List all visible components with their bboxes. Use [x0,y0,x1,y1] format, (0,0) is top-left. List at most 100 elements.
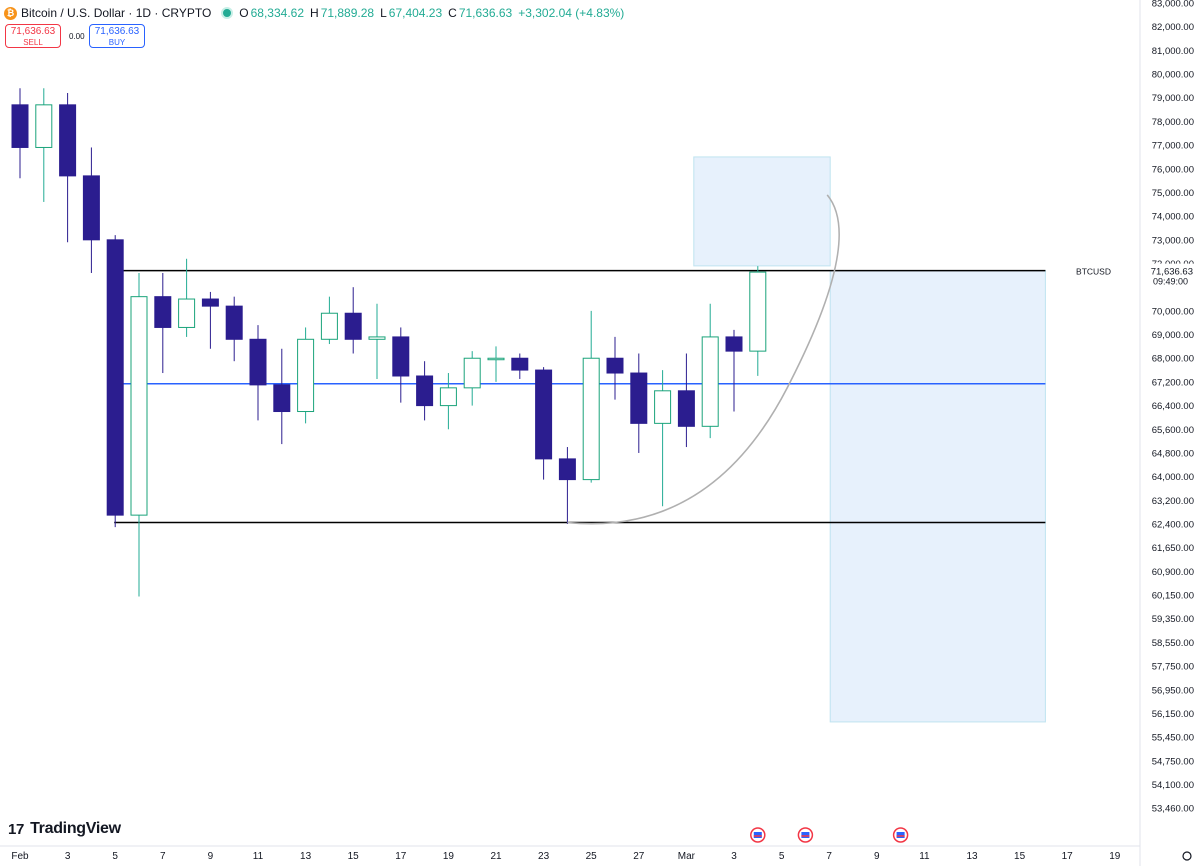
price-tag-bg [1141,263,1200,288]
sell-label: SELL [23,38,43,47]
economic-event-icon-flag [801,832,810,838]
candle-body [225,305,243,340]
price-axis-label: 60,900.00 [1152,567,1194,578]
buy-button[interactable]: 71,636.63 BUY [89,24,145,48]
time-axis-label: 9 [874,851,880,862]
price-axis-label: 65,600.00 [1152,425,1194,436]
economic-event-icon-flag [753,832,762,838]
price-axis-label: 62,400.00 [1152,520,1194,531]
time-axis-label: 5 [779,851,785,862]
projection-box-lower [829,270,1046,723]
price-axis-label: 70,000.00 [1152,306,1194,317]
candle-body [487,357,505,361]
candle-body [249,338,267,386]
sell-price: 71,636.63 [10,26,56,37]
price-axis-label: 81,000.00 [1152,46,1194,57]
candle-body [11,104,29,148]
time-axis-label: 7 [826,851,832,862]
candle-body [558,458,576,481]
time-axis-label: 19 [443,851,455,862]
price-tag-value: 71,636.63 [1151,267,1193,278]
close-label: C [448,6,457,20]
time-axis-label: 27 [633,851,645,862]
open-label: O [239,6,249,20]
price-axis-label: 78,000.00 [1152,117,1194,128]
close-value: 71,636.63 [458,6,513,20]
price-axis-label: 76,000.00 [1152,164,1194,175]
candle-body [511,357,529,371]
price-axis-label: 56,150.00 [1152,709,1194,720]
candle-body [677,390,695,427]
price-axis-label: 79,000.00 [1152,93,1194,104]
time-axis-label: 15 [348,851,360,862]
candle-body [201,298,219,307]
spread-value: 0.00 [69,32,85,41]
price-axis-label: 63,200.00 [1152,496,1194,507]
candle-body [273,384,291,413]
candle-body [130,296,148,516]
candle-body [106,239,124,516]
market-status-dot [221,7,234,19]
price-axis-label: 55,450.00 [1152,733,1194,744]
price-axis-label: 80,000.00 [1152,70,1194,81]
candle-body [178,298,196,328]
candle-body [82,175,100,241]
price-axis-label: 58,550.00 [1152,638,1194,649]
candle-body [582,357,600,481]
price-axis-label: 61,650.00 [1152,543,1194,554]
candle-body [35,104,53,148]
time-axis-label: 17 [395,851,407,862]
price-tag-symbol: BTCUSD [1076,267,1111,277]
candle-body [416,375,434,407]
settings-gear-icon [1182,851,1192,861]
price-axis-label: 54,750.00 [1152,756,1194,767]
buy-label: BUY [108,38,126,47]
price-axis-label: 68,000.00 [1152,354,1194,365]
projection-curve [567,194,840,525]
candle-body [725,336,743,352]
price-axis-label: 60,150.00 [1152,591,1194,602]
candle-body [630,372,648,424]
price-axis-label: 69,000.00 [1152,330,1194,341]
candle-body [320,312,338,340]
candle-body [344,312,362,340]
candle-body [749,271,767,352]
price-axis-label: 53,460.00 [1152,804,1194,815]
price-axis-label: 59,350.00 [1152,614,1194,625]
candle-body [701,336,719,427]
low-value: 67,404.23 [388,6,443,20]
candle-body [535,369,553,460]
buy-price: 71,636.63 [94,26,140,37]
tradingview-logo[interactable]: 17 TradingView [8,820,121,838]
high-value: 71,889.28 [320,6,375,20]
price-axis-label: 75,000.00 [1152,188,1194,199]
price-tag-countdown: 09:49:00 [1153,277,1188,287]
candle-body [154,296,172,328]
price-axis-label: 54,100.00 [1152,780,1194,791]
time-axis-label: 11 [919,851,930,862]
time-axis-label: 25 [586,851,598,862]
time-axis-label: 19 [1109,851,1121,862]
time-axis-label: 11 [253,851,264,862]
time-axis-label: Feb [11,851,29,862]
price-axis-label: 83,000.00 [1152,0,1194,10]
tradingview-logo-icon: 17 [8,820,25,838]
price-axis-label: 73,000.00 [1152,235,1194,246]
symbol-title[interactable]: Bitcoin / U.S. Dollar · 1D · CRYPTO [21,6,212,20]
price-axis-label: 77,000.00 [1152,141,1194,152]
candle-body [439,387,457,407]
candle-body [606,357,624,374]
candle-body [368,336,386,340]
time-axis-label: 15 [1014,851,1026,862]
low-label: L [380,6,387,20]
time-axis-label: 9 [208,851,214,862]
time-axis-label: 13 [966,851,978,862]
time-axis-label: 23 [538,851,550,862]
candle-body [297,338,315,413]
change-value: +3,302.04 (+4.83%) [518,6,625,20]
price-axis-label: 56,950.00 [1152,685,1194,696]
sell-button[interactable]: 71,636.63 SELL [5,24,61,48]
time-axis-label: 5 [112,851,118,862]
